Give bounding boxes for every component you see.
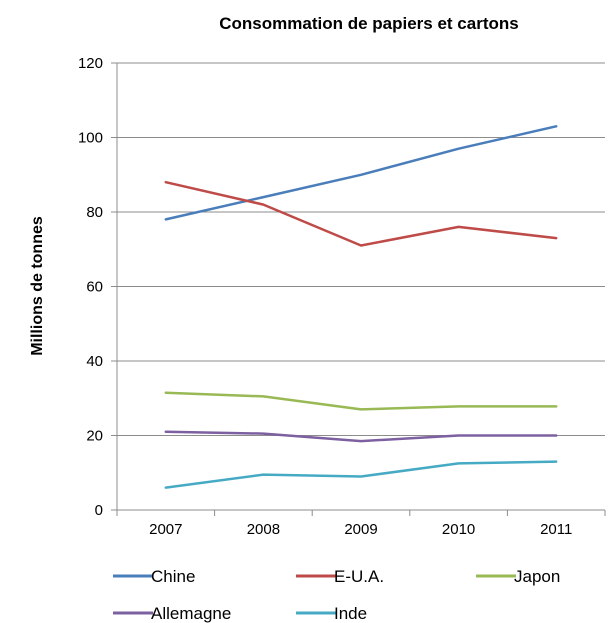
gridlines [117, 62, 605, 436]
y-axis-label: Millions de tonnes [29, 216, 46, 356]
legend-label: Inde [334, 604, 367, 623]
legend-label: Japon [514, 567, 560, 586]
chart-title: Consommation de papiers et cartons [219, 14, 518, 33]
y-tick-label: 60 [86, 279, 103, 296]
x-tick-label: 2010 [442, 521, 475, 538]
x-axis-ticks: 2007 2008 2009 2010 2011 [116, 509, 606, 538]
series-line-chine [164, 125, 558, 221]
series-line-allemagne [164, 430, 558, 443]
legend: Chine E-U.A. Japon Allemagne Inde [113, 567, 560, 623]
y-tick-label: 20 [86, 428, 103, 445]
legend-label: E-U.A. [334, 567, 384, 586]
series-line-inde [164, 460, 558, 489]
y-tick-label: 80 [86, 204, 103, 221]
legend-label: Allemagne [151, 604, 231, 623]
y-tick-label: 100 [78, 130, 103, 147]
x-tick-label: 2009 [344, 521, 377, 538]
x-tick-label: 2007 [149, 521, 182, 538]
y-tick-label: 120 [78, 55, 103, 72]
series-line-e-u-a [164, 180, 558, 247]
x-tick-label: 2008 [247, 521, 280, 538]
legend-label: Chine [151, 567, 195, 586]
y-axis-ticks: 0 20 40 60 80 100 120 [78, 55, 118, 519]
y-tick-label: 0 [95, 502, 103, 519]
series-line-japon [164, 391, 558, 411]
y-tick-label: 40 [86, 353, 103, 370]
x-tick-label: 2011 [540, 521, 572, 538]
series-lines [164, 125, 558, 489]
